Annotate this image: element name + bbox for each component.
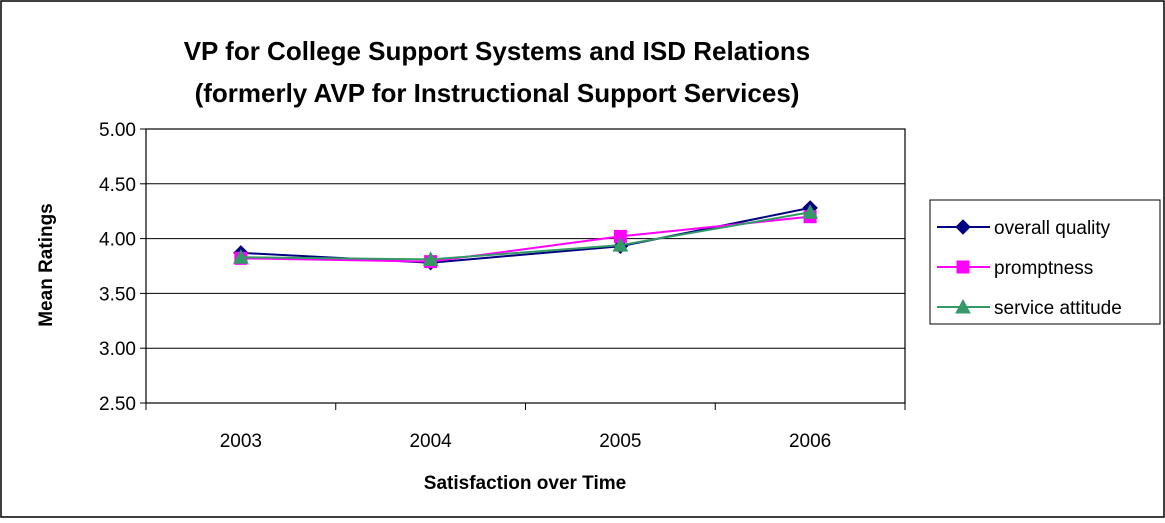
y-tick-label: 4.00 bbox=[99, 230, 136, 251]
x-tick-label: 2004 bbox=[409, 431, 452, 452]
y-tick-label: 4.50 bbox=[99, 175, 136, 196]
data-point bbox=[612, 237, 629, 252]
series-line bbox=[240, 215, 811, 263]
series bbox=[233, 200, 818, 271]
legend-label: service attitude bbox=[994, 298, 1122, 319]
chart-title-line-2: (formerly AVP for Instructional Support … bbox=[195, 78, 800, 108]
data-point bbox=[802, 204, 818, 219]
legend-item: overall quality bbox=[937, 218, 1111, 239]
data-point bbox=[422, 251, 439, 266]
axes: 2.50 3.00 3.50 4.00 4.50 5.00 2003 2004 2005 2006 bbox=[99, 120, 906, 452]
y-tick-label: 5.00 bbox=[99, 120, 136, 141]
x-tick-label: 2003 bbox=[220, 431, 262, 452]
y-tick-label: 3.00 bbox=[99, 339, 136, 360]
legend-marker bbox=[956, 260, 970, 274]
legend: overall quality promptness service attitud… bbox=[929, 199, 1161, 325]
data-point bbox=[233, 249, 249, 264]
legend-marker bbox=[955, 219, 971, 235]
x-axis-title: Satisfaction over Time bbox=[424, 473, 626, 494]
series-line bbox=[240, 211, 811, 261]
x-tick-label: 2005 bbox=[599, 431, 641, 452]
y-axis-title: Mean Ratings bbox=[36, 203, 57, 327]
y-tick-label: 3.50 bbox=[99, 284, 136, 305]
legend-item: promptness bbox=[937, 258, 1093, 279]
chart-title-line-1: VP for College Support Systems and ISD R… bbox=[184, 36, 811, 66]
series-service-attitude bbox=[233, 204, 818, 266]
legend-marker bbox=[955, 298, 971, 314]
legend-label: overall quality bbox=[994, 218, 1111, 239]
legend-item: service attitude bbox=[937, 298, 1122, 319]
y-tick-label: 2.50 bbox=[99, 394, 136, 415]
legend-label: promptness bbox=[994, 258, 1093, 279]
x-tick-label: 2006 bbox=[789, 431, 831, 452]
